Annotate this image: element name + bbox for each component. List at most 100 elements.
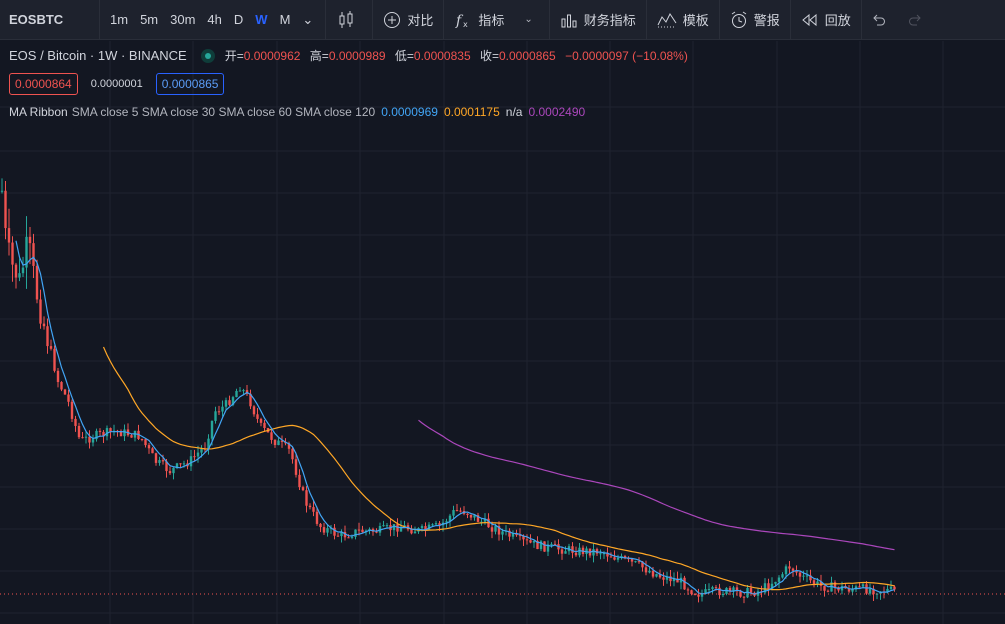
chart-type-button[interactable]: [326, 0, 374, 40]
candle-body: [651, 570, 655, 577]
candle-body: [315, 511, 319, 524]
candle-body: [525, 539, 529, 541]
low-label: 低=: [394, 49, 414, 63]
ma-30-line: [102, 346, 895, 591]
candle-body: [252, 406, 256, 415]
interval-d[interactable]: D: [233, 12, 244, 27]
price-chart[interactable]: [0, 41, 1005, 624]
candle-body: [224, 400, 228, 407]
candle-body: [350, 536, 354, 538]
candle-body: [658, 574, 662, 578]
chevron-down-icon[interactable]: ⌄: [302, 11, 314, 27]
candle-body: [256, 414, 259, 419]
candle-body: [95, 430, 98, 440]
interval-m[interactable]: M: [279, 12, 291, 27]
candle-body: [574, 552, 578, 556]
candle-body: [805, 575, 809, 577]
sell-price-button[interactable]: 0.0000864: [9, 73, 78, 95]
candle-body: [98, 430, 102, 432]
candle-body: [889, 586, 893, 589]
candle-body: [25, 236, 28, 268]
buy-price-button[interactable]: 0.0000865: [155, 73, 225, 95]
candle-body: [707, 588, 711, 590]
ma60-value: n/a: [505, 105, 523, 119]
candle-body: [595, 549, 599, 554]
candle-body: [795, 570, 798, 573]
open-label: 开=: [224, 49, 244, 63]
alarm-clock-icon: [731, 11, 747, 28]
candle-body: [812, 580, 816, 585]
candle-body: [893, 586, 896, 590]
compare-button[interactable]: 对比: [373, 0, 445, 40]
candle-body: [763, 583, 767, 593]
replay-button[interactable]: 回放: [791, 0, 862, 40]
candle-body: [294, 459, 298, 475]
candle-body: [375, 531, 378, 533]
candle-body: [665, 576, 669, 580]
ma120-value: 0.0002490: [528, 105, 586, 119]
candle-body: [63, 389, 67, 395]
candle-body: [798, 572, 802, 577]
chart-grid: [0, 41, 1005, 624]
candle-body: [140, 439, 144, 441]
candle-body: [770, 583, 774, 589]
candle-body: [88, 436, 91, 443]
financials-button[interactable]: 财务指标: [550, 0, 647, 40]
candle-body: [326, 528, 329, 533]
candle-body: [60, 382, 63, 390]
indicator-params: SMA close 5 SMA close 30 SMA close 60 SM…: [71, 105, 376, 119]
candle-body: [161, 460, 165, 462]
candle-body: [886, 588, 889, 592]
candle-body: [4, 190, 7, 229]
symbol-search[interactable]: EOSBTC: [0, 0, 100, 40]
indicator-legend[interactable]: MA Ribbon SMA close 5 SMA close 30 SMA cl…: [9, 105, 585, 119]
candle-body: [564, 551, 567, 554]
interval-30m[interactable]: 30m: [170, 12, 196, 27]
candle-body: [602, 553, 606, 555]
candle-body: [669, 576, 672, 582]
candle-body: [357, 529, 361, 531]
candle-body: [802, 575, 805, 577]
candle-body: [298, 474, 301, 488]
change-value: −0.0000097 (−10.08%): [565, 49, 688, 63]
candle-body: [599, 553, 602, 555]
candle-body: [518, 535, 522, 537]
candle-body: [476, 515, 480, 522]
candle-body: [424, 526, 427, 530]
chevron-down-icon[interactable]: ⌄: [524, 14, 533, 25]
alert-button[interactable]: 警报: [720, 0, 791, 40]
candle-body: [168, 471, 172, 474]
candle-body: [259, 418, 263, 423]
ma30-value: 0.0001175: [443, 105, 500, 119]
interval-w[interactable]: W: [255, 12, 268, 27]
candle-body: [385, 525, 389, 527]
templates-button[interactable]: 模板: [647, 0, 720, 40]
candle-body: [784, 566, 788, 575]
candle-body: [291, 448, 294, 460]
candle-body: [480, 521, 483, 523]
candle-body: [448, 515, 452, 522]
interval-4h[interactable]: 4h: [207, 12, 222, 27]
candle-body: [819, 581, 823, 586]
candle-body: [704, 589, 707, 594]
candle-body: [861, 584, 865, 587]
candle-body: [679, 577, 683, 583]
interval-1m[interactable]: 1m: [110, 12, 129, 27]
redo-button[interactable]: [900, 0, 938, 40]
candle-body: [46, 326, 49, 347]
candle-body: [32, 243, 35, 266]
undo-button[interactable]: [862, 0, 900, 40]
candle-body: [210, 420, 214, 439]
candle-body: [273, 439, 277, 446]
symbol-label: EOSBTC: [9, 12, 64, 27]
candle-body: [662, 577, 665, 580]
candle-body: [858, 586, 861, 588]
rewind-icon: [802, 13, 817, 26]
candle-body: [508, 530, 511, 537]
candle-body: [312, 507, 315, 512]
candle-body: [14, 264, 18, 278]
template-icon: [657, 12, 677, 27]
interval-5m[interactable]: 5m: [140, 12, 159, 27]
